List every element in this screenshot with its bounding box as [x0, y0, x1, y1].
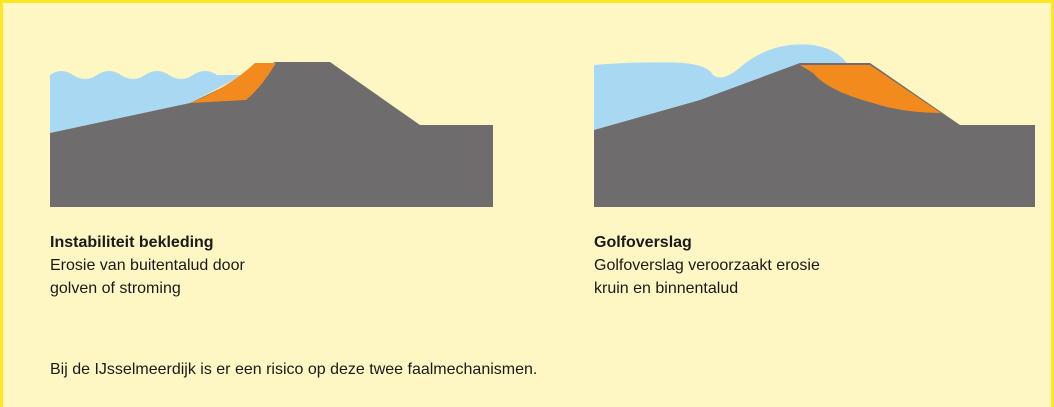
panel-description: Golfoverslag veroorzaakt erosie [594, 254, 820, 277]
infographic: Instabiliteit bekleding Erosie van buite… [0, 0, 1054, 407]
footer-note: Bij de IJsselmeerdijk is er een risico o… [50, 358, 537, 381]
panel-title: Golfoverslag [594, 231, 692, 254]
panel-description: golven of stroming [50, 277, 181, 300]
dike-diagrams [3, 3, 1051, 407]
panel-description: kruin en binnentalud [594, 277, 738, 300]
panel-description: Erosie van buitentalud door [50, 254, 245, 277]
panel-title: Instabiliteit bekleding [50, 231, 214, 254]
